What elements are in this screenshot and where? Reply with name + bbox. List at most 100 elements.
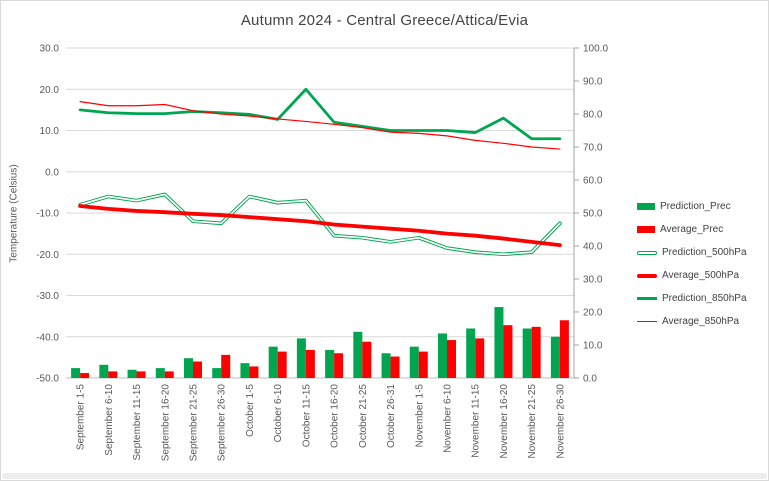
legend-label-average-prec: Average_Prec <box>660 224 724 235</box>
bar-average-prec <box>334 353 344 378</box>
x-tick-label: November 6-10 <box>443 384 454 453</box>
bar-prediction-prec <box>71 368 81 378</box>
bar-average-prec <box>390 356 400 378</box>
gridlines <box>66 47 574 379</box>
y-left-tick-label: -10.0 <box>36 209 59 220</box>
x-tick-label: September 6-10 <box>104 384 115 456</box>
legend-swatch-prediction-prec <box>637 203 655 210</box>
bar-average-prec <box>531 326 541 378</box>
bar-average-prec <box>475 338 485 378</box>
x-tick-label: October 11-15 <box>301 384 312 448</box>
legend: Prediction_Prec Average_Prec Prediction_50… <box>637 195 747 333</box>
bar-prediction-prec <box>212 368 222 378</box>
bar-average-prec <box>80 373 90 378</box>
bar-prediction-prec <box>240 363 250 378</box>
bar-average-prec <box>418 351 428 378</box>
chart-title: Autumn 2024 - Central Greece/Attica/Evia <box>240 12 529 29</box>
y-right-tick-label: 70.0 <box>583 143 603 154</box>
x-tick-label: September 26-30 <box>217 384 228 462</box>
bar-prediction-prec <box>409 346 419 378</box>
x-tick-label: September 16-20 <box>160 384 171 462</box>
bar-prediction-prec <box>522 328 532 378</box>
x-tick-label: October 1-5 <box>245 384 256 437</box>
x-tick-label: November 1-5 <box>414 384 425 448</box>
bar-prediction-prec <box>550 336 560 378</box>
y-left-tick-label: -50.0 <box>36 374 59 385</box>
bar-average-prec <box>136 371 146 378</box>
legend-swatch-average-850hpa <box>637 320 657 323</box>
legend-item-prediction-500hpa: Prediction_500hPa <box>637 241 747 264</box>
bar-prediction-prec <box>184 358 193 378</box>
y-left-tick-label: 0.0 <box>45 167 59 178</box>
line-prediction-850hpa <box>78 87 562 141</box>
y-right-tick-label: 20.0 <box>583 308 603 319</box>
bar-average-prec <box>503 325 513 378</box>
legend-item-average-500hpa: Average_500hPa <box>637 264 747 287</box>
line-path-average-500hpa <box>78 204 562 248</box>
y-right-tick-label: 100.0 <box>583 44 608 55</box>
x-tick-label: September 11-15 <box>132 384 143 461</box>
line-prediction-500hpa <box>78 192 562 257</box>
y-right-tick-label: 90.0 <box>583 77 603 88</box>
legend-swatch-prediction-500hpa <box>637 250 657 255</box>
x-tick-label: October 26-31 <box>386 384 397 448</box>
bar-prediction-prec <box>127 369 137 378</box>
legend-label-prediction-prec: Prediction_Prec <box>660 201 731 212</box>
bottom-scrollbar <box>2 473 767 479</box>
x-tick-label: November 11-15 <box>471 384 482 458</box>
y-left-tick-label: -30.0 <box>36 291 59 302</box>
bar-average-prec <box>362 341 372 378</box>
x-tick-label: October 6-10 <box>273 384 284 443</box>
y-left-tick-labels: 30.0 20.0 10.0 0.0 -10.0 -20.0 -30.0 -40.0 -50.0 <box>36 44 59 385</box>
line-path-prediction-850hpa <box>78 87 562 141</box>
legend-label-average-850hpa: Average_850hPa <box>662 316 740 327</box>
legend-item-average-prec: Average_Prec <box>637 218 747 241</box>
x-tick-label: September 1-5 <box>76 384 87 451</box>
y-right-tick-label: 60.0 <box>583 176 603 187</box>
y-right-axis: 100.0 90.0 80.0 70.0 60.0 50.0 40.0 30.0 20.0 10.… <box>573 44 608 385</box>
x-tick-label: September 21-25 <box>189 384 200 462</box>
legend-item-average-850hpa: Average_850hPa <box>637 310 747 333</box>
bar-average-prec <box>221 354 231 378</box>
line-path-inner-prediction-500hpa <box>79 193 561 256</box>
bar-prediction-prec <box>155 368 165 378</box>
bar-prediction-prec <box>99 364 109 378</box>
bar-average-prec <box>164 371 174 378</box>
line-average-500hpa <box>78 204 562 248</box>
legend-label-prediction-500hpa: Prediction_500hPa <box>662 247 747 258</box>
legend-swatch-prediction-850hpa <box>637 297 657 300</box>
legend-label-average-500hpa: Average_500hPa <box>662 270 740 281</box>
bar-average-prec <box>447 340 456 378</box>
y-right-tick-label: 0.0 <box>583 374 597 385</box>
bar-average-prec <box>559 320 569 378</box>
bar-prediction-prec <box>438 333 447 378</box>
legend-swatch-average-prec <box>637 226 655 233</box>
x-tick-label: October 21-25 <box>358 384 369 448</box>
legend-swatch-average-500hpa <box>637 273 657 278</box>
x-tick-label: November 16-20 <box>499 384 510 459</box>
legend-item-prediction-850hpa: Prediction_850hPa <box>637 287 747 310</box>
bar-average-prec <box>277 351 287 378</box>
y-right-tick-label: 40.0 <box>583 242 603 253</box>
bar-prediction-prec <box>325 349 335 378</box>
bar-prediction-prec <box>466 328 476 378</box>
legend-item-prediction-prec: Prediction_Prec <box>637 195 747 218</box>
legend-label-prediction-850hpa: Prediction_850hPa <box>662 293 747 304</box>
bar-prediction-prec <box>494 307 504 378</box>
bar-average-prec <box>108 371 118 378</box>
bar-prediction-prec <box>381 353 391 378</box>
bar-average-prec <box>193 361 202 378</box>
bar-average-prec <box>305 349 315 378</box>
bar-prediction-prec <box>268 346 278 378</box>
x-tick-labels: September 1-5 September 6-10 September 11-… <box>76 384 567 462</box>
bars-average-prec <box>80 320 569 378</box>
y-right-tick-label: 10.0 <box>583 341 603 352</box>
y-right-tick-label: 50.0 <box>583 209 603 220</box>
y-right-tick-label: 30.0 <box>583 275 603 286</box>
bars-prediction-prec <box>71 307 560 378</box>
bar-prediction-prec <box>353 331 363 378</box>
bar-prediction-prec <box>296 338 306 378</box>
y-left-tick-label: -40.0 <box>36 332 59 343</box>
y-left-tick-label: 20.0 <box>40 85 60 96</box>
